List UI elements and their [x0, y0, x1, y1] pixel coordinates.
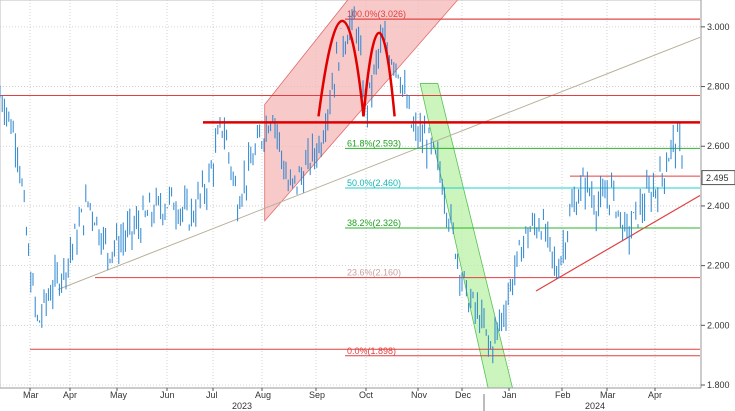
y-tick-label: 2.800 — [707, 82, 730, 92]
y-tick-label: 1.800 — [707, 380, 730, 390]
double-top-peak-2 — [362, 31, 396, 117]
x-tick-label: May — [110, 390, 128, 400]
x-tick-label: Aug — [255, 390, 271, 400]
x-tick-label: Sep — [309, 390, 325, 400]
x-tick-label: Apr — [63, 390, 77, 400]
y-tick-label: 2.400 — [707, 201, 730, 211]
x-year-label: 2024 — [585, 401, 605, 411]
fib-level-label: 38.2%(2.326) — [347, 218, 401, 228]
x-axis-panel — [0, 388, 735, 411]
x-tick-label: Feb — [555, 390, 571, 400]
x-year-label: 2023 — [232, 401, 252, 411]
x-tick-label: Jun — [160, 390, 175, 400]
x-tick-label: Jul — [206, 390, 218, 400]
fib-level-label: 0.0%(1.898) — [347, 346, 396, 356]
fib-level-label: 50.0%(2.460) — [347, 178, 401, 188]
fib-level-label: 61.8%(2.593) — [347, 138, 401, 148]
x-tick-label: Oct — [359, 390, 374, 400]
last-price-label: 2.495 — [706, 173, 729, 183]
fib-level-label: 100.0%(3.026) — [347, 9, 406, 19]
x-tick-label: Mar — [23, 390, 39, 400]
x-tick-label: Apr — [648, 390, 662, 400]
y-tick-label: 3.000 — [707, 22, 730, 32]
x-tick-label: Jan — [502, 390, 517, 400]
double-top-peak-1 — [317, 19, 365, 117]
last-price-box — [701, 170, 735, 186]
x-tick-label: Mar — [600, 390, 616, 400]
y-tick-label: 2.200 — [707, 261, 730, 271]
support-trendline-2024 — [535, 194, 701, 292]
fib-level-label: 23.6%(2.160) — [347, 268, 401, 278]
x-tick-label: Nov — [411, 390, 428, 400]
x-tick-label: Dec — [455, 390, 472, 400]
y-tick-label: 2.600 — [707, 141, 730, 151]
long-term-trendline — [57, 36, 701, 290]
y-axis-panel — [701, 0, 735, 388]
red-uptrend-channel — [264, 0, 459, 222]
y-tick-label: 2.000 — [707, 320, 730, 330]
price-series — [0, 6, 683, 364]
